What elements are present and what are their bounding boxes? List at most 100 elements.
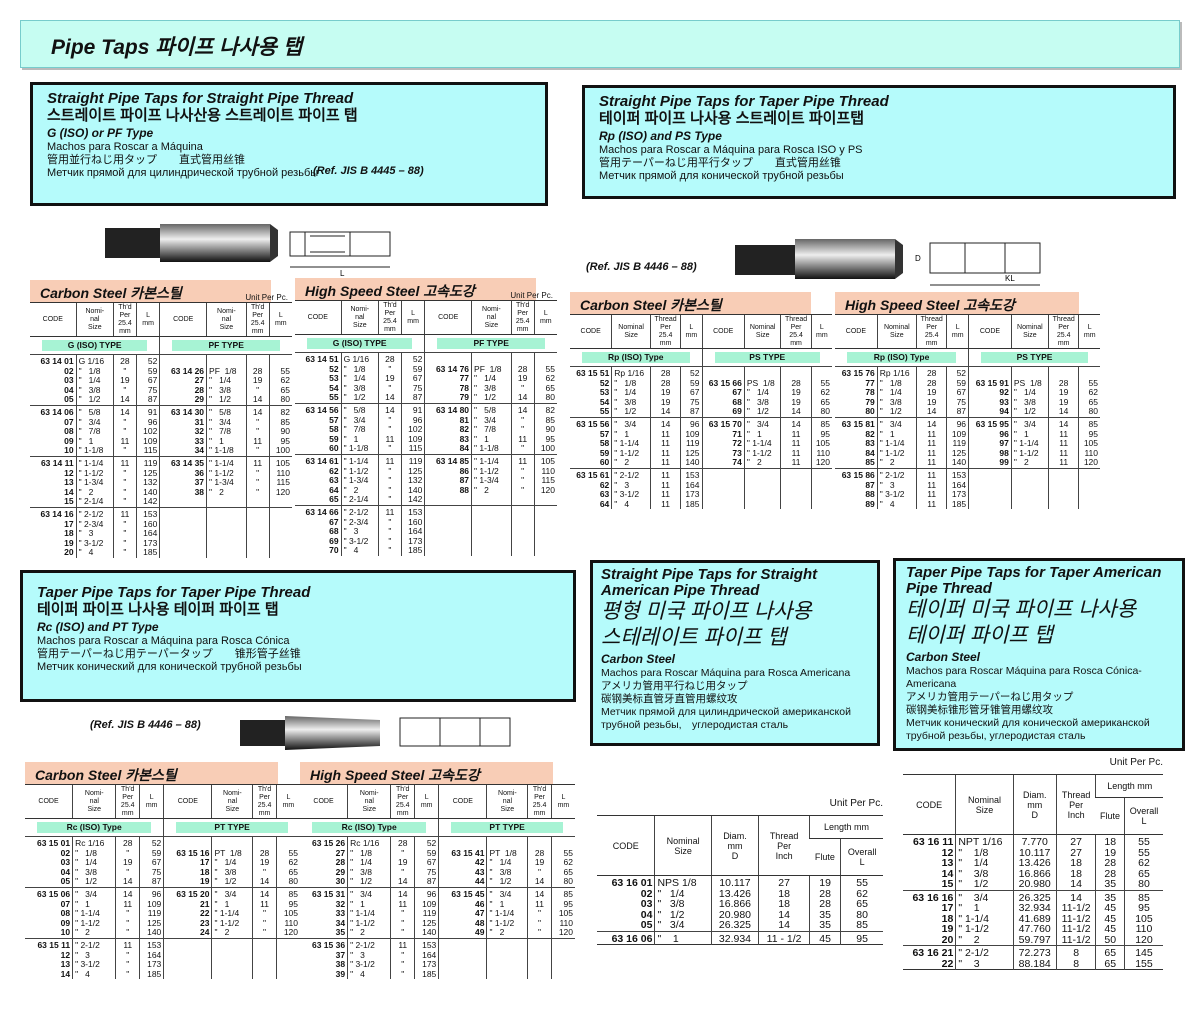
- cell-thread: 11: [1047, 429, 1079, 440]
- cell-flute-length: 28: [1095, 868, 1125, 879]
- cell-nominal-size: " 3/8: [876, 397, 917, 408]
- section-spanish: Machos para Roscar a Máquina para Rosca …: [599, 144, 863, 156]
- cell-thread: ": [378, 536, 402, 547]
- cell-length: [1078, 490, 1100, 500]
- cell-diameter: 26.325: [710, 920, 759, 931]
- cell-thread: 11: [390, 937, 415, 951]
- cell-code: [424, 527, 472, 537]
- header-code: CODE: [424, 300, 472, 335]
- cell-thread: 28: [245, 366, 270, 377]
- cell-thread: 28: [252, 848, 277, 859]
- header-length: L mm: [533, 300, 557, 335]
- cell-nominal-size: " 1: [876, 429, 917, 440]
- cell-code: 63 14 66: [295, 504, 342, 518]
- table-row: 09 " 1 11 109 33 " 1 11 95: [30, 436, 292, 447]
- cell-code: [701, 365, 745, 379]
- cell-code: 83: [865, 438, 875, 449]
- cell-code: 37: [335, 949, 346, 960]
- type-row: G (ISO) TYPE PF TYPE: [30, 336, 292, 355]
- cell-code: 02: [640, 887, 653, 900]
- header-thread-per-inch: Thread Per Inch: [1055, 774, 1096, 835]
- cell-nominal-size: " 1: [206, 436, 247, 447]
- cell-thread-per-inch: 11-1/2: [1055, 903, 1096, 914]
- cell-thread: 19: [649, 388, 681, 398]
- unit-label: Unit Per Pc.: [1109, 757, 1163, 768]
- cell-length: 75: [135, 385, 160, 396]
- cell-diameter: 88.184: [1012, 958, 1057, 970]
- header-thread: Th'd Per 25.4 mm: [510, 300, 535, 335]
- cell-length: 55: [810, 378, 832, 389]
- taper-pipe-tap-image: [240, 716, 511, 750]
- table-row: 37 " 3 " 164: [300, 949, 575, 961]
- cell-thread: ": [378, 485, 402, 496]
- cell-thread: [252, 950, 277, 961]
- table-row: 63 15 36 " 2-1/2 11 153: [300, 937, 575, 951]
- cell-nominal-size: " 4: [611, 499, 651, 510]
- cell-code: 62: [329, 465, 339, 476]
- header-length: L mm: [139, 784, 164, 819]
- cell-length: 140: [400, 485, 425, 496]
- header-thread: Thread Per 25.4 mm: [780, 314, 812, 349]
- cell-nominal-size: " 1-1/4: [72, 909, 116, 919]
- cell-code: 07: [64, 416, 74, 427]
- table-row: 83 " 1-1/4 11 119 97 " 1-1/4 11 105: [835, 439, 1100, 449]
- cell-length: [275, 937, 300, 951]
- cell-code: 37: [159, 478, 207, 488]
- type-label-1: PT TYPE: [176, 822, 288, 833]
- cell-code: 84: [424, 443, 472, 455]
- cell-code: 17: [64, 518, 74, 529]
- cell-nominal-size: [743, 480, 781, 491]
- cell-nominal-size: " 3/4: [340, 415, 379, 426]
- cell-length: 110: [810, 448, 832, 459]
- cell-thread: 14: [1047, 407, 1079, 418]
- cell-thread-per-inch: 27: [1055, 834, 1096, 848]
- type-row: Rp (ISO) Type PS TYPE: [835, 348, 1100, 367]
- header-row: CODE Nomi- nal Size Th'd Per 25.4 mm L mm CO…: [25, 784, 300, 819]
- type-label-0: Rp (ISO) Type: [847, 352, 957, 363]
- cell-thread: ": [390, 960, 415, 970]
- cell-nominal-size: " 4: [340, 546, 379, 556]
- cell-length: 96: [946, 416, 969, 430]
- cell-nominal-size: " 1/2: [1010, 407, 1049, 418]
- cell-nominal-size: " 4: [72, 969, 116, 980]
- cell-nominal-size: [1010, 480, 1049, 491]
- cell-length: 105: [275, 909, 300, 919]
- table-row: 63 14 51 G 1/16 28 52: [295, 351, 557, 365]
- cell-nominal-size: " 2-1/4: [340, 494, 379, 506]
- cell-diameter: 10.117: [1012, 847, 1057, 858]
- cell-length: 96: [414, 886, 439, 900]
- cell-thread: ": [245, 478, 270, 488]
- cell-length: [1078, 467, 1100, 481]
- cell-length: [810, 365, 832, 379]
- cell-nominal-size: " 2: [340, 485, 379, 496]
- cell-thread-per-inch: 18: [1055, 868, 1096, 879]
- cell-nominal-size: " 1-3/4: [206, 478, 247, 488]
- cell-nominal-size: " 1-3/4: [471, 476, 512, 486]
- section-american-straight-info: Straight Pipe Taps for Straight American…: [590, 560, 880, 746]
- cell-nominal-size: " 3-1/2: [876, 490, 917, 500]
- section-japanese: 管用テーパーねじ用テーパータップ 锥形管子丝锥: [37, 648, 301, 660]
- cell-code: 78: [424, 383, 472, 394]
- cell-code: [163, 937, 212, 951]
- cell-flute-length: 19: [808, 875, 841, 889]
- cell-nominal-size: " 1-1/4: [340, 453, 379, 467]
- cell-length: 153: [139, 937, 164, 951]
- table-row: 05 " 1/2 14 87 19 " 1/2 14 80: [25, 877, 300, 888]
- cell-thread: 14: [915, 416, 947, 430]
- cell-diameter: 16.866: [710, 899, 759, 910]
- cell-length: 62: [810, 388, 832, 398]
- table-row: 53 " 1/4 19 67 77 " 1/4 19 62: [295, 374, 557, 384]
- cell-code: [701, 480, 745, 491]
- cell-diameter: 10.117: [710, 875, 759, 889]
- cell-thread-per-inch: 18: [758, 899, 810, 910]
- cell-code: 63 15 91: [968, 378, 1012, 389]
- cell-nominal-size: " 1-1/2: [206, 468, 247, 479]
- cell-overall-length: 95: [1123, 903, 1163, 914]
- cell-nominal-size: " 1/2: [876, 407, 917, 418]
- cell-thread: 11: [915, 429, 947, 440]
- table-row: 13 " 1/4 13.426 18 28 62: [903, 858, 1163, 869]
- cell-length: 96: [400, 415, 425, 426]
- header-nominal-size: Nomi- nal Size: [486, 784, 528, 819]
- cell-overall-length: 62: [840, 888, 883, 899]
- header-length: L mm: [550, 784, 575, 819]
